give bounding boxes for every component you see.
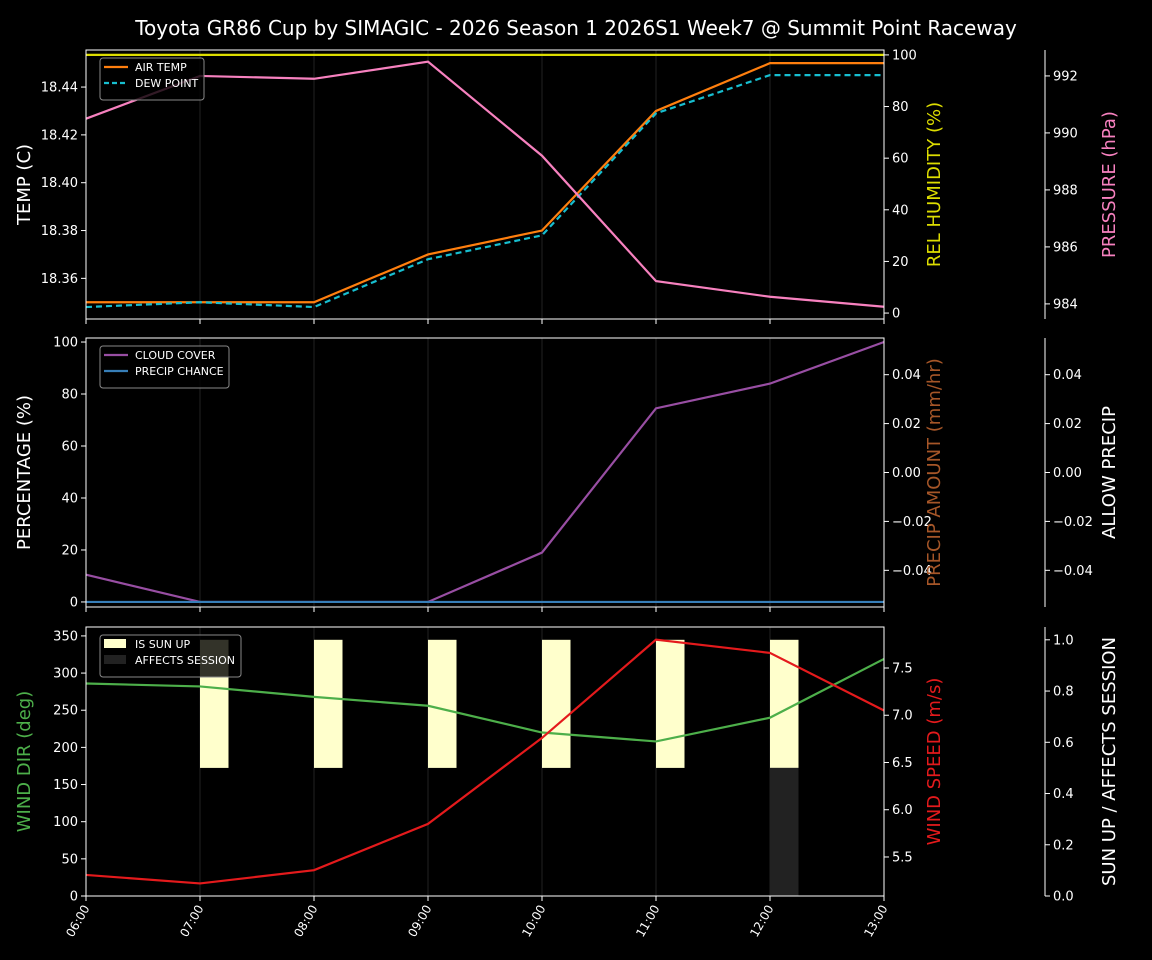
x-tick-label: 12:00 (747, 903, 776, 940)
y-tick-label: 0.2 (1053, 838, 1074, 853)
legend-label: AFFECTS SESSION (135, 654, 235, 667)
y-tick-label: 0.6 (1053, 736, 1074, 751)
y-tick-label: 990 (1053, 126, 1078, 141)
y-tick-label: 18.36 (41, 272, 78, 287)
chart-title: Toyota GR86 Cup by SIMAGIC - 2026 Season… (134, 16, 1017, 40)
sun-up-bar (542, 639, 571, 768)
y-tick-label: −0.02 (892, 515, 932, 530)
legend-box (99, 634, 242, 678)
series-line-series-3 (85, 60, 885, 308)
legend-label: IS SUN UP (135, 638, 191, 651)
y-tick-label: 300 (53, 667, 78, 682)
y-tick-label: 0.8 (1053, 685, 1074, 700)
axis-label-left: PERCENTAGE (%) (14, 395, 35, 550)
y-tick-label: 50 (61, 852, 78, 867)
y-tick-label: −0.02 (1053, 515, 1093, 530)
y-tick-label: 100 (892, 48, 917, 63)
axis-label-right2: PRESSURE (hPa) (1099, 111, 1120, 258)
y-tick-label: 984 (1053, 297, 1078, 312)
legend-swatch (104, 639, 126, 648)
y-tick-label: −0.04 (892, 564, 932, 579)
axis-label-right1: REL HUMIDITY (%) (924, 102, 945, 267)
legend-label: CLOUD COVER (135, 349, 216, 362)
y-tick-label: 18.40 (41, 176, 78, 191)
series-line-dew-point (85, 74, 884, 309)
panel-1: 18.36 18.38 18.40 18.42 18.44 TEMP (C) 0 20 40 60… (14, 48, 1120, 324)
y-tick-label: 40 (892, 203, 909, 218)
y-tick-label: 0 (70, 890, 78, 905)
x-tick-label: 08:00 (291, 903, 320, 940)
y-tick-label: 0.00 (892, 466, 921, 481)
x-tick-label: 10:00 (519, 903, 548, 940)
y-tick-label: 0.00 (1053, 466, 1082, 481)
y-tick-label: 986 (1053, 240, 1078, 255)
y-tick-label: 100 (53, 336, 78, 351)
series-line-series-0 (85, 657, 885, 743)
axis-label-right1: PRECIP AMOUNT (mm/hr) (924, 358, 945, 587)
y-tick-label: 80 (61, 388, 78, 403)
y-tick-label: 0.02 (892, 417, 921, 432)
panel-2: 0 20 40 60 80 100 PERCENTAGE (%) −0.04 −0.02 0.00… (14, 336, 1120, 612)
y-tick-label: 0.4 (1053, 787, 1074, 802)
y-tick-label: 1.0 (1053, 633, 1074, 648)
legend: CLOUD COVER PRECIP CHANCE (99, 345, 230, 389)
axis-label-left: WIND DIR (deg) (14, 691, 35, 833)
y-tick-label: 20 (892, 255, 909, 270)
x-tick-label: 13:00 (861, 903, 890, 940)
y-tick-label: 20 (61, 543, 78, 558)
x-tick-label: 09:00 (405, 903, 434, 940)
legend-label: AIR TEMP (135, 61, 187, 74)
y-tick-label: 5.5 (892, 850, 913, 865)
y-tick-label: 60 (61, 440, 78, 455)
sun-up-bar (314, 639, 343, 768)
y-tick-label: −0.04 (1053, 564, 1093, 579)
y-tick-label: 988 (1053, 183, 1078, 198)
legend-label: PRECIP CHANCE (135, 365, 224, 378)
x-tick-label: 06:00 (63, 903, 92, 940)
y-tick-label: 18.44 (41, 81, 78, 96)
axis-label-right1: WIND SPEED (m/s) (924, 678, 945, 846)
y-tick-label: 200 (53, 741, 78, 756)
y-tick-label: 0.04 (1053, 368, 1082, 383)
series-line-air-temp (86, 62, 884, 304)
y-tick-label: 0.0 (1053, 890, 1074, 905)
y-tick-label: 100 (53, 815, 78, 830)
y-tick-label: 7.5 (892, 662, 913, 677)
legend: AIR TEMP DEW POINT (99, 57, 205, 101)
legend-box (99, 345, 230, 389)
y-tick-label: 80 (892, 100, 909, 115)
affects-session-bar (770, 767, 799, 896)
y-tick-label: 150 (53, 778, 78, 793)
y-tick-label: 18.38 (41, 224, 78, 239)
legend: IS SUN UP AFFECTS SESSION (99, 634, 242, 678)
y-tick-label: 0.04 (892, 368, 921, 383)
y-tick-label: 40 (61, 491, 78, 506)
y-tick-label: 350 (53, 629, 78, 644)
x-tick-label: 11:00 (633, 903, 662, 940)
y-tick-label: 18.42 (41, 128, 78, 143)
y-tick-label: 992 (1053, 69, 1078, 84)
legend-box (99, 57, 205, 101)
y-tick-label: 60 (892, 152, 909, 167)
legend-swatch (104, 655, 126, 664)
y-tick-label: 7.0 (892, 709, 913, 724)
axis-label-right2: ALLOW PRECIP (1099, 406, 1120, 539)
y-tick-label: 250 (53, 704, 78, 719)
plot-frame (85, 626, 885, 897)
y-tick-label: 6.0 (892, 803, 913, 818)
y-tick-label: 6.5 (892, 756, 913, 771)
y-tick-label: 0 (892, 307, 900, 322)
y-tick-label: 0 (70, 595, 78, 610)
panel-3: 0 50 100 150 200 250 300 350 WIND DIR (deg) 5.5 6.… (14, 626, 1120, 940)
axis-label-left: TEMP (C) (14, 144, 35, 226)
plot-frame (85, 49, 885, 320)
y-tick-label: 0.02 (1053, 417, 1082, 432)
series-line-series-1 (85, 638, 885, 885)
legend-label: DEW POINT (135, 77, 199, 90)
axis-label-right2: SUN UP / AFFECTS SESSION (1099, 637, 1120, 886)
sun-up-bar (656, 639, 685, 768)
sun-up-bar (428, 639, 457, 768)
x-tick-label: 07:00 (177, 903, 206, 940)
